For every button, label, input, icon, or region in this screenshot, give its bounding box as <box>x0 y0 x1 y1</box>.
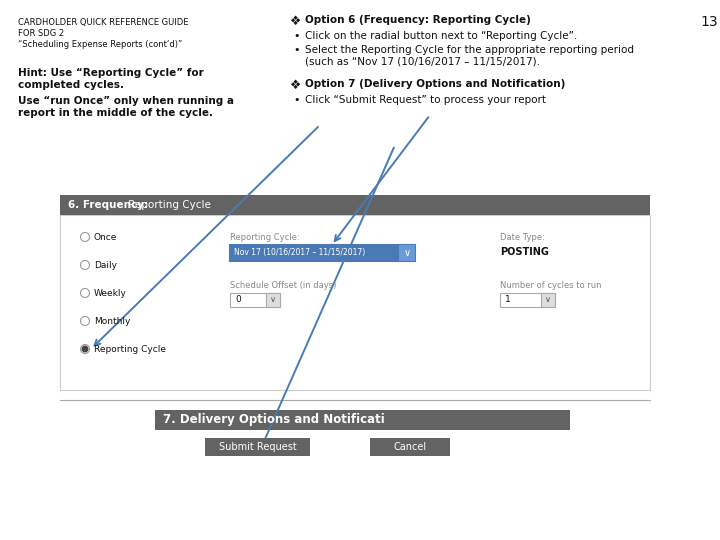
Text: Schedule Offset (in days): Schedule Offset (in days) <box>230 281 336 290</box>
FancyBboxPatch shape <box>230 245 415 261</box>
Text: FOR SDG 2: FOR SDG 2 <box>18 29 64 38</box>
Text: ❖: ❖ <box>290 79 301 92</box>
FancyBboxPatch shape <box>205 438 310 456</box>
FancyBboxPatch shape <box>370 438 450 456</box>
Text: completed cycles.: completed cycles. <box>18 80 124 90</box>
FancyBboxPatch shape <box>60 195 650 215</box>
Text: Weekly: Weekly <box>94 288 127 298</box>
Circle shape <box>81 288 89 298</box>
Text: (such as “Nov 17 (10/16/2017 – 11/15/2017).: (such as “Nov 17 (10/16/2017 – 11/15/201… <box>305 57 540 67</box>
Text: Cancel: Cancel <box>393 442 426 452</box>
Text: report in the middle of the cycle.: report in the middle of the cycle. <box>18 108 213 118</box>
Text: 6. Frequency:: 6. Frequency: <box>68 200 148 210</box>
Text: •: • <box>293 31 300 41</box>
Text: Reporting Cycle:: Reporting Cycle: <box>230 233 300 242</box>
Text: 13: 13 <box>700 15 718 29</box>
Text: Monthly: Monthly <box>94 316 130 326</box>
FancyBboxPatch shape <box>500 293 555 307</box>
Circle shape <box>81 345 89 354</box>
Text: POSTING: POSTING <box>500 247 549 257</box>
FancyBboxPatch shape <box>155 410 570 430</box>
Circle shape <box>81 260 89 269</box>
FancyBboxPatch shape <box>230 293 280 307</box>
Text: Submit Request: Submit Request <box>219 442 297 452</box>
Text: •: • <box>293 45 300 55</box>
Text: Number of cycles to run: Number of cycles to run <box>500 281 601 290</box>
FancyBboxPatch shape <box>266 293 280 307</box>
Text: Hint: Use “Reporting Cycle” for: Hint: Use “Reporting Cycle” for <box>18 68 204 78</box>
Text: Click on the radial button next to “Reporting Cycle”.: Click on the radial button next to “Repo… <box>305 31 577 41</box>
Text: ∨: ∨ <box>403 248 410 258</box>
Text: ∨: ∨ <box>270 295 276 305</box>
Text: Reporting Cycle: Reporting Cycle <box>94 345 166 354</box>
Circle shape <box>82 346 88 352</box>
Text: “Scheduling Expense Reports (cont’d)”: “Scheduling Expense Reports (cont’d)” <box>18 40 182 49</box>
Text: ∨: ∨ <box>545 295 551 305</box>
Text: 7. Delivery Options and Notificati: 7. Delivery Options and Notificati <box>163 414 384 427</box>
Text: Daily: Daily <box>94 260 117 269</box>
Text: Option 7 (Delivery Options and Notification): Option 7 (Delivery Options and Notificat… <box>305 79 565 89</box>
Text: 1: 1 <box>505 295 510 305</box>
Text: Once: Once <box>94 233 117 241</box>
Text: CARDHOLDER QUICK REFERENCE GUIDE: CARDHOLDER QUICK REFERENCE GUIDE <box>18 18 189 27</box>
Circle shape <box>81 233 89 241</box>
Text: 0: 0 <box>235 295 240 305</box>
Text: Select the Reporting Cycle for the appropriate reporting period: Select the Reporting Cycle for the appro… <box>305 45 634 55</box>
Text: •: • <box>293 95 300 105</box>
Text: Option 6 (Frequency: Reporting Cycle): Option 6 (Frequency: Reporting Cycle) <box>305 15 531 25</box>
FancyBboxPatch shape <box>541 293 555 307</box>
Text: ❖: ❖ <box>290 15 301 28</box>
FancyBboxPatch shape <box>60 215 650 390</box>
Text: Reporting Cycle: Reporting Cycle <box>125 200 211 210</box>
Text: Nov 17 (10/16/2017 – 11/15/2017): Nov 17 (10/16/2017 – 11/15/2017) <box>234 248 365 258</box>
Text: Click “Submit Request” to process your report: Click “Submit Request” to process your r… <box>305 95 546 105</box>
Text: Use “run Once” only when running a: Use “run Once” only when running a <box>18 96 234 106</box>
FancyBboxPatch shape <box>399 245 415 261</box>
Text: Date Type:: Date Type: <box>500 233 545 242</box>
Circle shape <box>81 316 89 326</box>
